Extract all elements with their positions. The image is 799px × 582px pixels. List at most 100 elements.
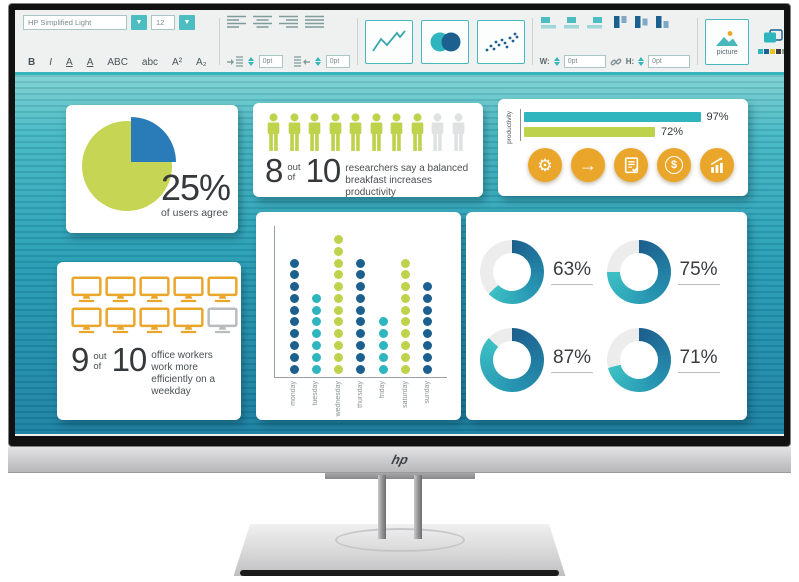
day-label: friday — [372, 381, 394, 421]
distribute-right-icon[interactable] — [586, 16, 603, 29]
text-style-button[interactable]: A — [66, 57, 73, 68]
text-style-button[interactable]: A₂ — [196, 57, 207, 68]
dot — [401, 293, 411, 303]
dot — [334, 305, 344, 315]
align-middle-objects-icon[interactable] — [634, 15, 649, 29]
dot — [423, 329, 433, 339]
spacing-after-icon[interactable] — [293, 55, 310, 68]
monitor-icon — [71, 276, 102, 303]
dot — [334, 293, 344, 303]
font-size-dropdown-icon[interactable]: ▼ — [179, 15, 195, 30]
monitor-icon — [207, 307, 238, 334]
infographic-canvas: 25% of users agree — [15, 75, 784, 434]
height-spinner-icon[interactable] — [638, 57, 645, 66]
donut-chart — [606, 328, 671, 392]
spacing-value-field[interactable]: 0pt — [325, 55, 350, 68]
color-swatches-icon[interactable] — [758, 29, 784, 54]
font-group: HP Simplified Light ▼ 12 ▼ B I A A ABC abc A² A… — [23, 15, 212, 68]
spacing-spinner-icon[interactable] — [314, 57, 321, 66]
venn-chart-button[interactable] — [420, 19, 469, 64]
insert-picture-button[interactable]: picture — [705, 18, 750, 65]
dot — [356, 270, 366, 280]
align-left-icon[interactable] — [226, 15, 246, 28]
toolbar-divider — [697, 18, 699, 65]
distribute-left-icon[interactable] — [540, 16, 557, 29]
dot — [311, 293, 321, 303]
person-icon-wrap — [388, 112, 405, 153]
monitor-icon-wrap — [105, 276, 136, 303]
monitor-icon — [105, 307, 136, 334]
text-style-button[interactable]: A — [86, 57, 94, 68]
productivity-axis-label: productivity — [506, 111, 513, 144]
font-name-select[interactable]: HP Simplified Light — [23, 15, 127, 30]
dot — [378, 329, 388, 339]
stand-mount — [324, 473, 475, 479]
productivity-widget: productivity 97% 72% ⚙ → $ — [498, 99, 748, 196]
link-dimensions-icon[interactable] — [610, 56, 622, 68]
height-value-field[interactable]: 0pt — [648, 55, 691, 68]
picture-icon — [716, 30, 739, 46]
dot — [334, 329, 344, 339]
monitor-screen: HP Simplified Light ▼ 12 ▼ B I A A ABC abc A² A… — [15, 10, 784, 436]
align-center-icon[interactable] — [252, 15, 272, 28]
indent-before-icon[interactable] — [226, 55, 243, 68]
align-bottom-objects-icon[interactable] — [655, 15, 670, 29]
toolbar-divider — [356, 18, 358, 65]
monitor-icon — [173, 307, 204, 334]
scatter-chart-button[interactable] — [476, 19, 525, 64]
growth-chart-icon — [700, 148, 734, 182]
dot — [334, 352, 344, 362]
align-justify-icon[interactable] — [304, 15, 324, 28]
dot — [334, 282, 344, 292]
dot — [423, 364, 433, 374]
toolbar-divider — [218, 18, 220, 65]
monitor-icon — [173, 276, 204, 303]
distribute-center-icon[interactable] — [563, 16, 580, 29]
dot — [423, 352, 433, 362]
dot — [289, 317, 299, 327]
monitor-icon-wrap — [105, 307, 136, 334]
text-style-button[interactable]: A² — [172, 57, 183, 68]
stand-column — [413, 475, 422, 539]
dot — [334, 246, 344, 256]
align-right-icon[interactable] — [278, 15, 298, 28]
indent-value-field[interactable]: 0pt — [258, 55, 283, 68]
person-icon-wrap — [306, 112, 323, 153]
productivity-bar-row: 72% — [524, 124, 738, 139]
dot — [356, 341, 366, 351]
text-style-button[interactable]: ABC — [107, 57, 128, 68]
day-label: sunday — [417, 381, 439, 421]
dot — [378, 352, 388, 362]
dot-column-saturday — [394, 257, 416, 377]
person-icon — [267, 113, 280, 151]
line-chart-button[interactable] — [364, 19, 413, 64]
text-style-button[interactable]: B — [28, 57, 36, 68]
text-style-button[interactable]: abc — [141, 57, 159, 68]
dot — [401, 352, 411, 362]
width-value-field[interactable]: 0pt — [563, 55, 606, 68]
dot-column-sunday — [417, 281, 439, 377]
pie-chart — [78, 117, 176, 215]
dot — [334, 235, 344, 245]
indent-spinner-icon[interactable] — [247, 57, 254, 66]
align-top-objects-icon[interactable] — [613, 15, 628, 29]
donut-cell: 71% — [606, 316, 734, 404]
width-spinner-icon[interactable] — [553, 57, 560, 66]
dot — [334, 258, 344, 268]
font-size-select[interactable]: 12 — [151, 15, 175, 30]
dot — [311, 329, 321, 339]
donut-value: 87% — [551, 347, 594, 373]
font-name-dropdown-icon[interactable]: ▼ — [131, 15, 147, 30]
person-icon-wrap — [286, 112, 303, 153]
dot — [401, 329, 411, 339]
hp-logo: hp — [389, 451, 410, 467]
stat-of-label: of — [287, 171, 296, 183]
donut-cell: 87% — [480, 316, 607, 404]
text-style-button[interactable]: I — [49, 57, 53, 68]
dot — [401, 317, 411, 327]
dot — [401, 341, 411, 351]
gear-icon: ⚙ — [528, 148, 562, 182]
monitor-icon — [139, 307, 170, 334]
monitor-icons-row — [71, 276, 238, 334]
